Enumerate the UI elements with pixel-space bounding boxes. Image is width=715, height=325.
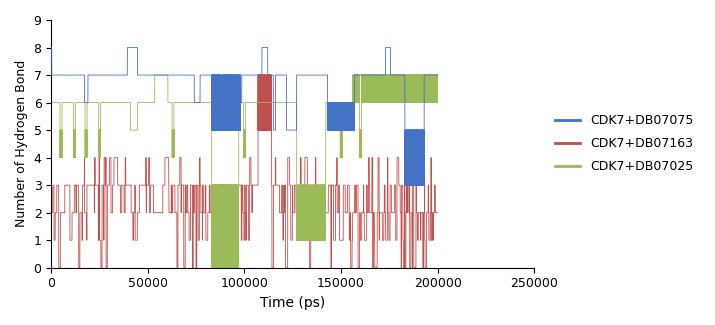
Legend: CDK7+DB07075, CDK7+DB07163, CDK7+DB07025: CDK7+DB07075, CDK7+DB07163, CDK7+DB07025 <box>551 109 699 178</box>
Y-axis label: Number of Hydrogen Bond: Number of Hydrogen Bond <box>15 60 28 227</box>
CDK7+DB07025 <box>281 101 290 105</box>
CDK7+DB07075 <box>143 73 152 77</box>
CDK7+DB07025 <box>230 238 238 242</box>
CDK7+DB07025 <box>295 238 304 242</box>
CDK7+DB07025 <box>150 73 159 77</box>
Line: CDK7+DB07025: CDK7+DB07025 <box>51 75 438 268</box>
CDK7+DB07163 <box>433 211 442 214</box>
CDK7+DB07163 <box>47 211 56 214</box>
CDK7+DB07025 <box>433 101 442 105</box>
CDK7+DB07163 <box>408 183 417 187</box>
CDK7+DB07075 <box>408 183 417 187</box>
Line: CDK7+DB07163: CDK7+DB07163 <box>51 75 438 268</box>
CDK7+DB07075 <box>324 101 332 105</box>
CDK7+DB07163 <box>254 73 262 77</box>
CDK7+DB07075 <box>400 183 409 187</box>
CDK7+DB07163 <box>295 211 304 214</box>
CDK7+DB07163 <box>143 183 152 187</box>
CDK7+DB07075 <box>230 128 238 132</box>
CDK7+DB07025 <box>47 101 56 105</box>
CDK7+DB07025 <box>207 266 216 270</box>
X-axis label: Time (ps): Time (ps) <box>260 296 325 310</box>
CDK7+DB07025 <box>143 101 152 105</box>
CDK7+DB07075 <box>295 73 304 77</box>
CDK7+DB07163 <box>281 183 290 187</box>
CDK7+DB07163 <box>230 183 238 187</box>
Line: CDK7+DB07075: CDK7+DB07075 <box>51 47 438 185</box>
CDK7+DB07163 <box>54 266 63 270</box>
CDK7+DB07075 <box>47 46 56 49</box>
CDK7+DB07163 <box>324 211 332 214</box>
CDK7+DB07075 <box>433 73 442 77</box>
CDK7+DB07075 <box>281 73 290 77</box>
CDK7+DB07025 <box>408 101 417 105</box>
CDK7+DB07025 <box>324 101 332 105</box>
